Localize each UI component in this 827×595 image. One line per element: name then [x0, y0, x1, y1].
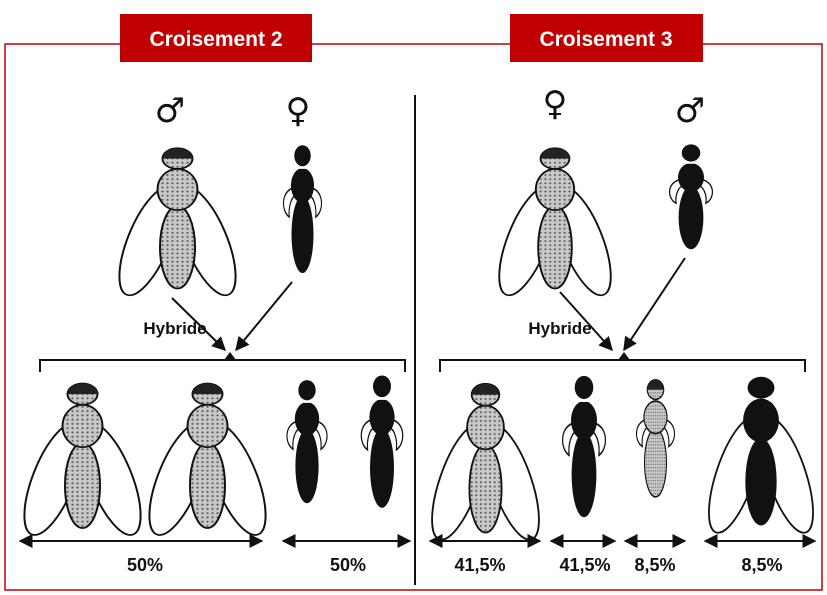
fly	[137, 384, 277, 541]
fly	[361, 375, 402, 507]
hybrid-label: Hybride	[143, 319, 206, 338]
percentage: 8,5%	[634, 555, 675, 575]
fly	[637, 380, 675, 497]
arrow	[624, 258, 685, 350]
bracket	[40, 360, 405, 372]
sex-symbol: ♀	[286, 91, 311, 131]
arrow	[236, 282, 292, 350]
hybrid-label: Hybride	[528, 319, 591, 338]
fly	[698, 377, 824, 538]
fly	[287, 380, 327, 503]
sex-symbol: ♂	[675, 91, 705, 131]
panel-title: Croisement 2	[149, 28, 282, 51]
sex-symbol: ♀	[543, 84, 568, 124]
percentage: 50%	[127, 555, 163, 575]
sex-symbol: ♂	[155, 91, 185, 131]
bracket-tip	[224, 352, 236, 360]
panel-title: Croisement 3	[539, 28, 672, 51]
bracket	[440, 360, 805, 372]
fly	[488, 148, 623, 300]
percentage: 41,5%	[559, 555, 610, 575]
diagram: Croisement 2 ♂ ♀ Hybride 50% 50% Croisem…	[0, 0, 827, 595]
bracket-tip	[618, 352, 630, 360]
percentage: 41,5%	[454, 555, 505, 575]
fly	[421, 384, 550, 545]
percentage: 50%	[330, 555, 366, 575]
fly	[670, 144, 713, 249]
fly	[563, 376, 606, 517]
fly	[284, 145, 322, 273]
fly	[12, 384, 152, 541]
percentage: 8,5%	[741, 555, 782, 575]
fly	[107, 148, 247, 300]
